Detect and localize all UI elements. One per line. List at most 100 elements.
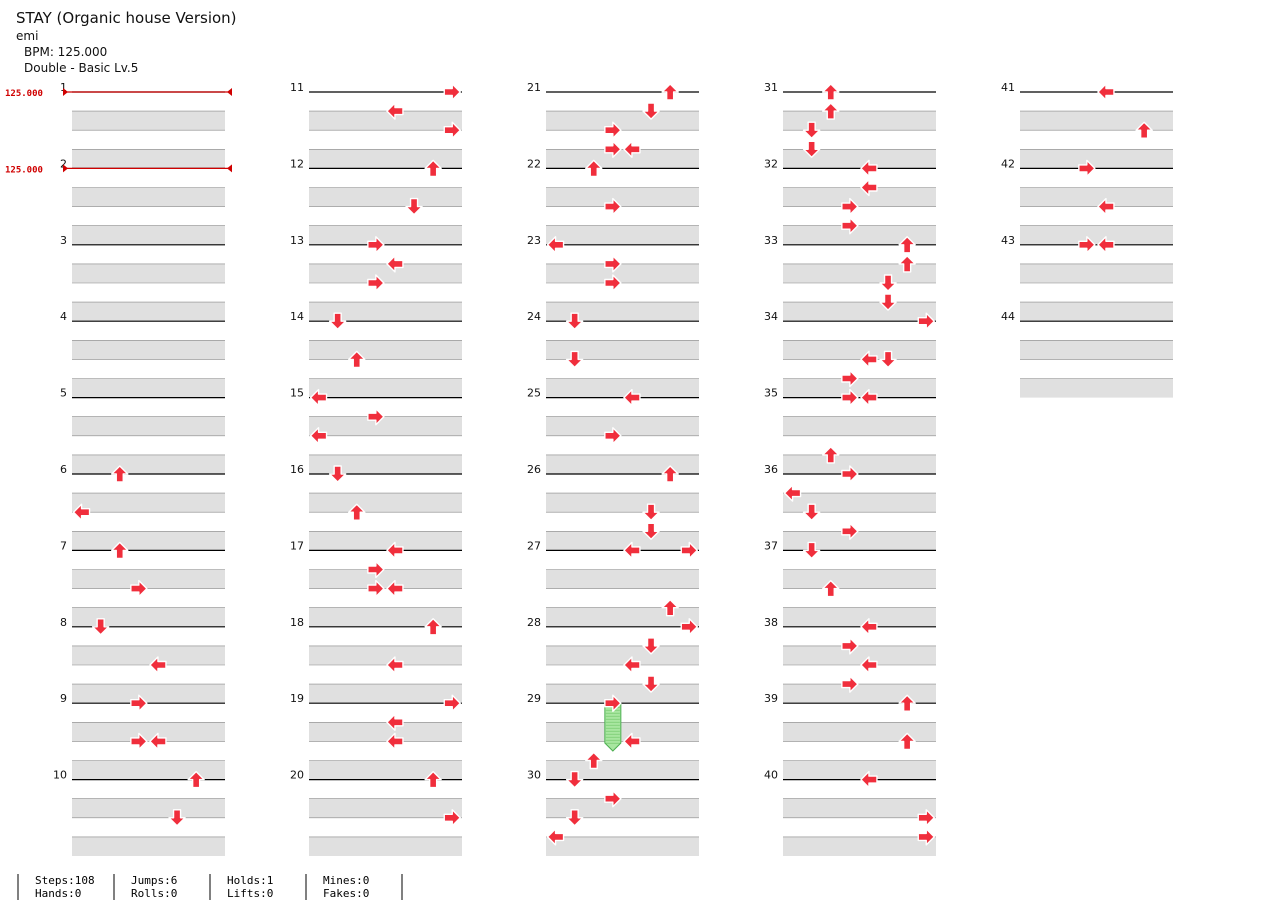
- beat-band: [546, 168, 699, 188]
- beat-band: [546, 512, 699, 532]
- step-arrow-left: [623, 140, 641, 159]
- beat-band: [72, 321, 225, 341]
- beat-band: [783, 92, 936, 112]
- measure-43: 43: [1001, 234, 1173, 322]
- beat-band: [72, 760, 225, 780]
- beat-band: [546, 779, 699, 799]
- beat-band: [309, 607, 462, 627]
- beat-band: [783, 531, 936, 551]
- beat-band: [72, 703, 225, 723]
- stat-top: Jumps:6: [131, 874, 177, 887]
- measure-20: 20: [290, 769, 462, 856]
- measure-12: 12: [290, 157, 462, 245]
- measure-number: 20: [290, 769, 304, 782]
- step-arrow-right: [367, 274, 385, 292]
- step-chart: 1125.0002125.000345678910111213141516171…: [5, 81, 1173, 856]
- measure-21: 21: [527, 81, 699, 169]
- beat-band: [546, 378, 699, 398]
- beat-band: [72, 168, 225, 188]
- measure-30: 30: [527, 769, 699, 856]
- beat-band: [546, 435, 699, 455]
- beat-band: [546, 493, 699, 513]
- measure-number: 43: [1001, 234, 1015, 247]
- beat-band: [546, 416, 699, 436]
- beat-band: [309, 111, 462, 131]
- beat-band: [546, 92, 699, 112]
- song-artist: emi: [16, 29, 39, 43]
- beat-band: [72, 531, 225, 551]
- beat-band: [783, 798, 936, 818]
- beat-band: [309, 187, 462, 207]
- measure-number: 8: [60, 616, 67, 629]
- step-arrow-right: [917, 828, 935, 846]
- song-title: STAY (Organic house Version): [16, 9, 237, 27]
- beat-band: [309, 550, 462, 570]
- step-arrow-left: [546, 828, 565, 846]
- beat-band: [1020, 359, 1173, 379]
- measure-39: 39: [764, 692, 936, 780]
- step-arrow-left: [860, 656, 878, 674]
- step-arrow-up: [822, 446, 840, 464]
- beat-band: [783, 722, 936, 742]
- measure-number: 36: [764, 463, 778, 476]
- beat-band: [72, 454, 225, 474]
- stat-top: Mines:0: [323, 874, 369, 887]
- measure-number: 33: [764, 234, 778, 247]
- beat-band: [783, 378, 936, 398]
- beat-band: [309, 454, 462, 474]
- beat-band: [783, 645, 936, 665]
- beat-band: [1020, 206, 1173, 226]
- beat-band: [546, 684, 699, 704]
- measure-number: 24: [527, 310, 541, 323]
- step-arrow-up: [424, 159, 442, 178]
- measure-32: 32: [764, 157, 936, 245]
- step-arrow-left: [386, 541, 404, 560]
- measure-number: 28: [527, 616, 541, 629]
- beat-band: [72, 474, 225, 494]
- step-arrow-left: [623, 656, 641, 674]
- beat-band: [546, 665, 699, 685]
- step-arrow-up: [661, 465, 679, 483]
- beat-band: [783, 111, 936, 131]
- beat-band: [309, 512, 462, 532]
- beat-band: [309, 531, 462, 551]
- beat-band: [783, 569, 936, 589]
- measure-10: 10: [53, 769, 225, 856]
- bpm-marker-tick: [227, 88, 232, 96]
- beat-band: [72, 130, 225, 150]
- beat-band: [1020, 92, 1173, 112]
- step-arrow-left: [386, 255, 404, 273]
- measure-17: 17: [290, 539, 462, 627]
- beat-band: [309, 722, 462, 742]
- beat-band: [546, 302, 699, 322]
- measure-36: 36: [764, 446, 936, 551]
- beat-band: [309, 263, 462, 283]
- beat-band: [309, 798, 462, 818]
- measure-number: 7: [60, 539, 67, 552]
- beat-band: [309, 244, 462, 264]
- step-arrow-right: [130, 694, 148, 712]
- beat-band: [72, 817, 225, 837]
- beat-band: [546, 798, 699, 818]
- step-arrow-right: [841, 388, 859, 407]
- beat-band: [72, 798, 225, 818]
- beat-band: [309, 779, 462, 799]
- step-arrow-left: [623, 732, 641, 751]
- measure-number: 10: [53, 769, 67, 782]
- step-arrow-up: [822, 83, 840, 101]
- beat-band: [546, 836, 699, 856]
- beat-band: [783, 684, 936, 704]
- beat-band: [309, 321, 462, 341]
- beat-band: [72, 111, 225, 131]
- beat-band: [309, 836, 462, 856]
- step-arrow-up: [898, 236, 916, 254]
- beat-band: [783, 435, 936, 455]
- step-arrow-left: [149, 732, 167, 751]
- measure-number: 39: [764, 692, 778, 705]
- beat-band: [1020, 263, 1173, 283]
- stat-bottom: Hands:0: [35, 887, 81, 900]
- step-arrow-right: [841, 197, 859, 216]
- beat-band: [546, 722, 699, 742]
- beat-band: [72, 397, 225, 417]
- beat-band: [783, 263, 936, 283]
